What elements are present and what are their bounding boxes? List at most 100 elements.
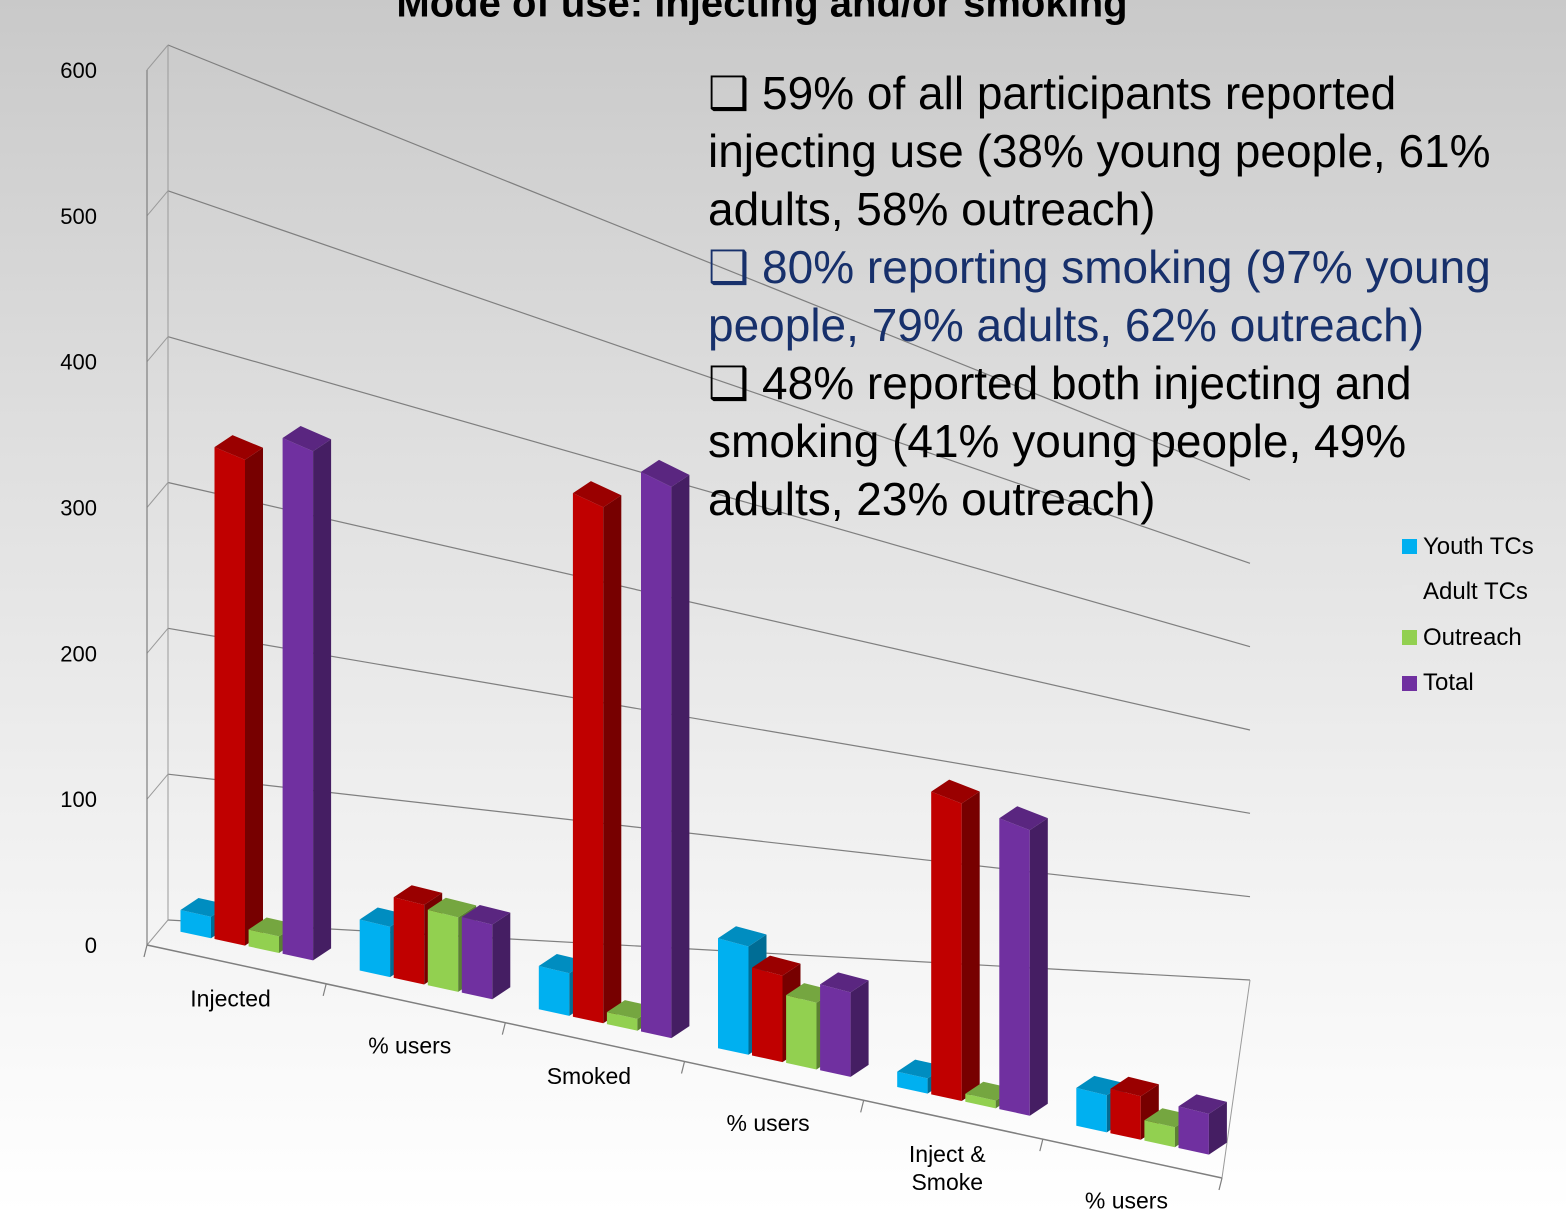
x-category-labels: Injected % users Smoked % users Inject & Smok…: [190, 985, 1168, 1213]
bar-front-face: [427, 909, 459, 992]
bar-total-1: [461, 905, 511, 1000]
bar-front-face: [820, 984, 851, 1077]
legend-label: Total: [1423, 669, 1474, 697]
side-gridline: [146, 336, 169, 362]
x-category-label-line: Inject &: [909, 1141, 986, 1167]
bars: [180, 426, 1227, 1155]
bar-front-face: [393, 897, 425, 985]
legend-label: Outreach: [1423, 623, 1522, 651]
x-category-label: Injected: [190, 985, 271, 1011]
bar-front-face: [606, 1012, 638, 1031]
legend-swatch: [1402, 584, 1417, 600]
annotation-block: ❑ 59% of all participants reported injec…: [708, 64, 1548, 528]
y-tick-label: 300: [60, 496, 97, 521]
bar-front-face: [282, 438, 314, 961]
bar-top-face: [282, 426, 332, 452]
y-tick-label: 200: [60, 641, 97, 666]
bar-front-face: [461, 917, 493, 1000]
bar-top-face: [214, 435, 263, 460]
bar-front-face: [1076, 1087, 1107, 1133]
bar-side-face: [961, 791, 980, 1101]
legend-swatch: [1402, 539, 1417, 555]
x-tick-mark: [680, 1061, 686, 1074]
floor-edge-line: [1221, 979, 1251, 1179]
x-category-label: % users: [727, 1110, 810, 1136]
x-tick-mark: [860, 1100, 865, 1113]
bar-top-face: [820, 972, 869, 993]
legend-label: Adult TCs: [1423, 578, 1528, 606]
x-category-label-line: % users: [1085, 1188, 1168, 1213]
annotation-both: ❑ 48% reported both injecting and smokin…: [708, 354, 1548, 528]
bar-front-face: [752, 967, 783, 1063]
annotation-injecting: ❑ 59% of all participants reported injec…: [708, 64, 1548, 238]
bar-top-face: [393, 885, 443, 905]
bar-side-face: [492, 912, 511, 1000]
bar-front-face: [180, 910, 211, 939]
checkbox-bullet-icon: ❑: [708, 356, 750, 410]
bar-front-face: [214, 447, 245, 946]
chart-title: Mode of use: injecting and/or smoking: [396, 0, 1127, 26]
annotation-both-text: 48% reported both injecting and smoking …: [708, 357, 1412, 525]
bar-front-face: [1144, 1120, 1175, 1148]
bar-side-face: [671, 474, 690, 1039]
bar-side-face: [313, 439, 332, 961]
x-category-label: Inject & Smoke: [909, 1141, 986, 1195]
bar-adult-tcs-0: [214, 435, 263, 946]
bar-top-face: [931, 779, 980, 804]
x-tick-mark: [1218, 1177, 1223, 1191]
bar-front-face: [897, 1071, 928, 1094]
legend-item-youth: Youth TCs: [1402, 524, 1534, 570]
side-gridline: [146, 628, 169, 654]
legend-swatch: [1402, 630, 1417, 646]
bar-side-face: [850, 980, 869, 1077]
y-tick-label: 600: [60, 58, 97, 83]
side-gridline: [146, 919, 169, 946]
bar-top-face: [641, 459, 690, 487]
bar-front-face: [359, 919, 391, 978]
gridline: [167, 44, 1251, 481]
y-tick-label: 100: [60, 787, 97, 812]
bar-front-face: [965, 1093, 996, 1109]
y-tick-label: 0: [85, 933, 97, 958]
bar-top-face: [752, 955, 801, 976]
bar-side-face: [603, 495, 622, 1024]
gridline: [167, 919, 1251, 981]
bar-side-face: [1029, 818, 1048, 1116]
legend-item-adult: Adult TCs: [1402, 570, 1534, 616]
bar-total-5: [1178, 1094, 1227, 1155]
y-tick-labels: 0 100 200 300 400 500 600: [60, 58, 97, 958]
bar-total-4: [999, 806, 1048, 1116]
gridline: [167, 190, 1251, 564]
x-tick-mark: [143, 944, 148, 958]
x-category-label-line: % users: [727, 1110, 810, 1136]
x-tick-mark: [1039, 1139, 1044, 1152]
bar-top-face: [572, 481, 622, 508]
gridline: [167, 773, 1251, 898]
x-category-label: Smoked: [547, 1063, 631, 1089]
bar-front-face: [999, 818, 1030, 1116]
bar-front-face: [786, 995, 817, 1070]
checkbox-bullet-icon: ❑: [708, 66, 750, 120]
bar-front-face: [572, 493, 604, 1024]
bar-front-face: [718, 938, 749, 1055]
bar-adult-tcs-2: [572, 481, 622, 1024]
legend-item-total: Total: [1402, 661, 1534, 707]
bar-top-face: [461, 905, 511, 925]
bar-top-face: [718, 926, 767, 947]
x-category-label-line: Injected: [190, 985, 271, 1011]
side-gridline: [146, 482, 169, 508]
bar-side-face: [245, 447, 263, 946]
bar-adult-tcs-4: [931, 779, 980, 1101]
gridline: [167, 627, 1251, 814]
bar-top-face: [427, 897, 477, 918]
bar-total-2: [641, 459, 690, 1039]
bar-side-face: [1208, 1101, 1227, 1155]
bar-front-face: [931, 791, 962, 1101]
bar-front-face: [641, 471, 672, 1039]
y-tick-label: 400: [60, 350, 97, 375]
gridline: [167, 481, 1251, 731]
legend-swatch: [1402, 675, 1417, 691]
x-tick-mark: [501, 1022, 506, 1035]
axes: [143, 45, 1251, 1191]
